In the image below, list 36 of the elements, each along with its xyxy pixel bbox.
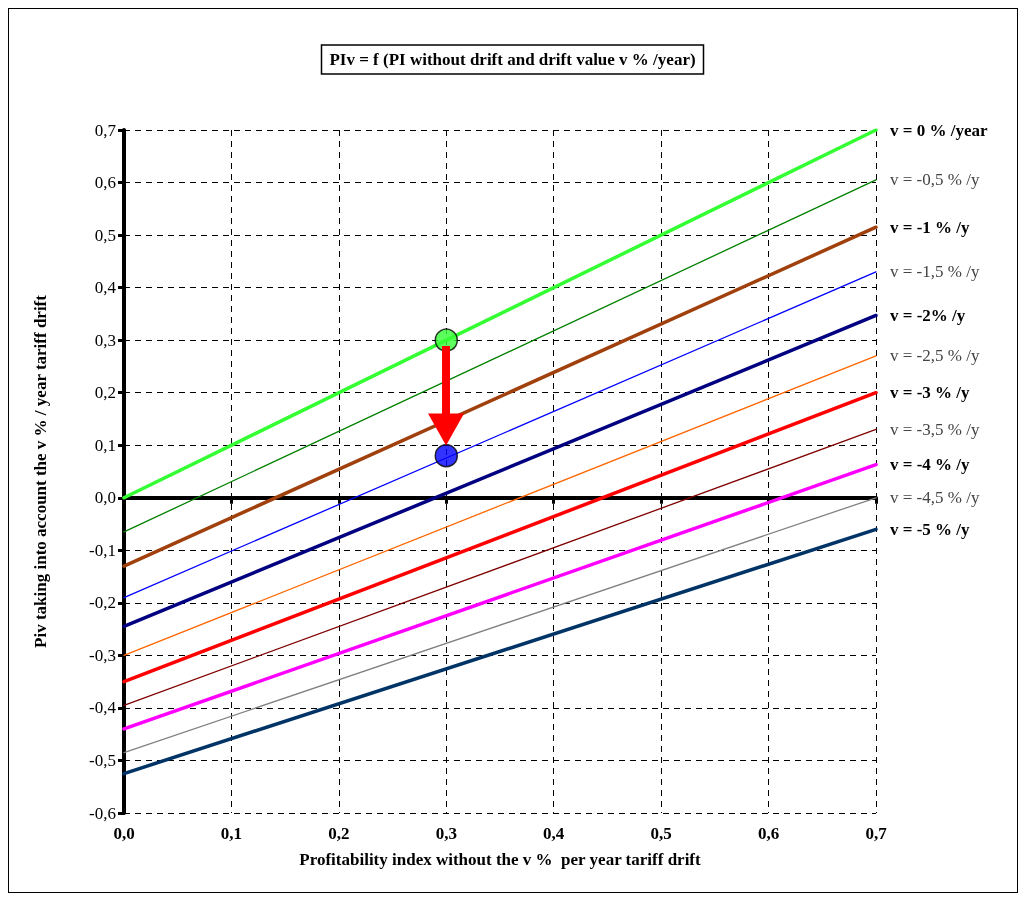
y-tick-label: 0,7 (94, 120, 117, 140)
series-label: v = -5 % /y (890, 519, 971, 539)
series-label: v = 0 % /year (890, 120, 988, 140)
y-tick-label: -0,2 (89, 593, 116, 613)
x-tick-label: 0,6 (757, 824, 780, 843)
x-tick-label: 0,4 (543, 824, 565, 843)
series-label: v = -4,5 % /y (890, 488, 980, 508)
y-tick-label: -0,3 (89, 645, 116, 665)
y-tick-label: 0,6 (94, 173, 116, 193)
y-tick-label: 0,3 (94, 330, 116, 350)
x-tick-label: 0,3 (435, 824, 457, 843)
x-tick-label: 0,7 (865, 824, 888, 843)
y-tick-label: -0,1 (89, 540, 116, 560)
series-label: v = -3 % /y (890, 383, 971, 403)
x-tick-label: 0,2 (328, 824, 350, 843)
x-tick-label: 0,1 (220, 824, 243, 843)
series-label: v = -3,5 % /y (890, 419, 980, 439)
y-axis-title: Piv taking into account the v % / year tariff drift (31, 294, 50, 648)
series-label: v = -0,5 % /y (890, 170, 980, 190)
series-label: v = -2% /y (890, 305, 966, 325)
y-tick-label: -0,5 (89, 750, 116, 770)
series-label: v = -4 % /y (890, 455, 971, 475)
y-tick-label: 0,1 (94, 435, 116, 455)
series-label: v = -1,5 % /y (890, 262, 980, 282)
y-tick-label: -0,6 (89, 803, 116, 823)
series-label: v = -1 % /y (890, 217, 971, 237)
chart-title: PIv = f (PI without drift and drift value v % /year) (329, 50, 696, 69)
y-tick-label: 0,0 (94, 488, 116, 508)
y-tick-label: -0,4 (89, 698, 117, 718)
y-tick-label: 0,2 (94, 383, 116, 403)
x-tick-label: 0,0 (113, 824, 135, 843)
y-tick-label: 0,5 (94, 225, 116, 245)
x-axis-title: Profitability index without the v % per year tariff drift (299, 850, 702, 869)
series-label: v = -2,5 % /y (890, 346, 980, 366)
y-tick-label: 0,4 (94, 278, 117, 298)
x-tick-label: 0,5 (650, 824, 672, 843)
